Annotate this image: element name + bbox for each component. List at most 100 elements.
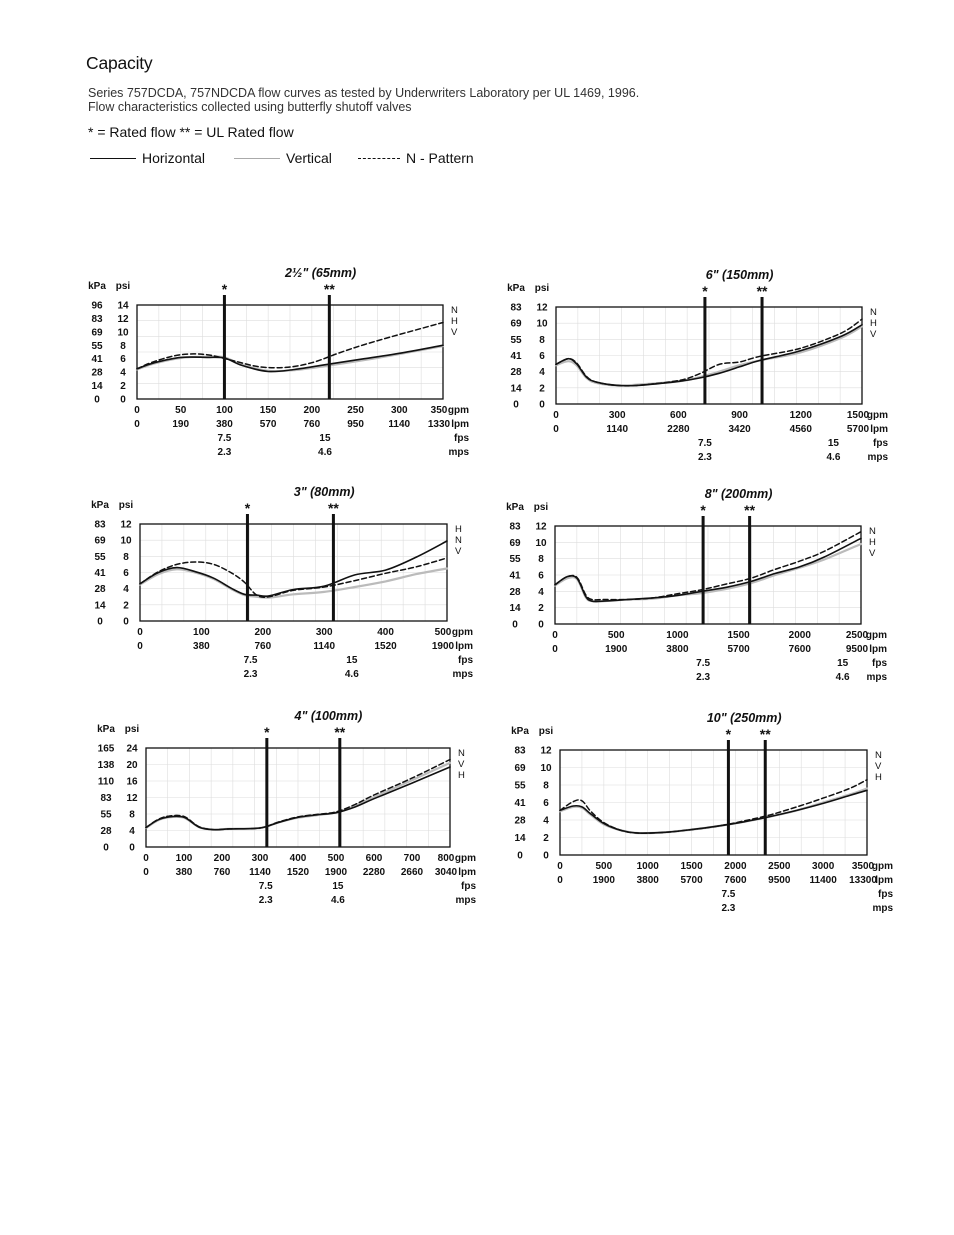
chart-title: 6" (150mm) <box>706 268 774 282</box>
x-tick-gpm: 0 <box>137 627 143 638</box>
y-tick-psi: 14 <box>117 301 129 312</box>
y-tick-kpa: 41 <box>91 354 103 365</box>
x-axis-unit-fps: fps <box>878 889 893 900</box>
series-end-label: H <box>870 318 877 329</box>
velocity-tick-fps: 15 <box>332 881 344 892</box>
subtitle-line-2: Flow characteristics collected using but… <box>88 100 412 114</box>
y-tick-kpa: 14 <box>91 381 103 392</box>
y-tick-kpa: 28 <box>100 826 112 837</box>
y-tick-kpa: 14 <box>509 603 521 614</box>
chart-title: 4" (100mm) <box>294 709 363 723</box>
x-tick-gpm: 200 <box>304 405 321 416</box>
y-tick-psi: 12 <box>117 314 129 325</box>
y-tick-kpa: 69 <box>91 327 103 338</box>
x-tick-lpm: 1520 <box>374 641 397 652</box>
series-end-label: H <box>458 770 465 781</box>
y-tick-kpa: 83 <box>94 520 106 531</box>
y-tick-psi: 6 <box>123 568 129 579</box>
y-tick-psi: 6 <box>538 571 544 582</box>
x-tick-lpm: 2660 <box>401 867 424 878</box>
x-tick-lpm: 3420 <box>728 424 751 435</box>
x-tick-gpm: 2000 <box>789 630 812 641</box>
y-tick-psi: 10 <box>117 327 129 338</box>
x-tick-lpm: 1140 <box>606 424 628 435</box>
velocity-tick-mps: 2.3 <box>217 447 231 458</box>
x-tick-lpm: 0 <box>552 644 558 655</box>
y-axis-unit-kpa: kPa <box>511 726 529 737</box>
chart-title: 8" (200mm) <box>705 487 773 501</box>
x-tick-lpm: 2280 <box>667 424 690 435</box>
ul-rated-flow-star: ** <box>757 283 768 299</box>
y-tick-kpa: 14 <box>94 600 106 611</box>
x-axis-unit-gpm: gpm <box>455 853 476 864</box>
y-tick-psi: 0 <box>543 851 549 862</box>
x-tick-gpm: 500 <box>435 627 452 638</box>
rated-flow-note: * = Rated flow ** = UL Rated flow <box>88 124 294 140</box>
legend-vertical-label: Vertical <box>286 150 332 166</box>
legend-vertical: Vertical <box>234 150 332 166</box>
y-tick-psi: 8 <box>123 552 129 563</box>
x-tick-gpm: 3500 <box>852 861 875 872</box>
y-axis-unit-psi: psi <box>535 283 550 294</box>
x-tick-gpm: 3000 <box>812 861 835 872</box>
x-tick-gpm: 50 <box>175 405 187 416</box>
x-tick-lpm: 570 <box>260 419 277 430</box>
series-line-h <box>555 324 863 387</box>
y-tick-kpa: 0 <box>97 617 103 628</box>
series-end-label: H <box>451 316 458 327</box>
x-tick-gpm: 1500 <box>847 410 870 421</box>
y-tick-psi: 4 <box>538 587 544 598</box>
rated-flow-star: * <box>726 726 732 742</box>
rated-flow-star: * <box>700 502 706 518</box>
plot-frame <box>554 525 862 625</box>
y-tick-kpa: 41 <box>510 351 522 362</box>
x-tick-lpm: 380 <box>216 419 233 430</box>
series-end-label: V <box>455 546 462 557</box>
y-tick-kpa: 83 <box>510 303 522 314</box>
x-axis-unit-fps: fps <box>454 433 469 444</box>
x-tick-lpm: 11400 <box>810 875 838 886</box>
velocity-tick-fps: 15 <box>319 433 331 444</box>
y-axis-unit-kpa: kPa <box>91 500 109 511</box>
x-tick-gpm: 150 <box>260 405 277 416</box>
velocity-tick-mps: 2.3 <box>696 672 710 683</box>
x-tick-gpm: 400 <box>290 853 307 864</box>
y-tick-kpa: 41 <box>514 798 526 809</box>
x-tick-lpm: 0 <box>553 424 559 435</box>
y-tick-psi: 24 <box>126 744 138 755</box>
y-tick-kpa: 0 <box>512 620 518 631</box>
y-tick-kpa: 55 <box>91 341 103 352</box>
velocity-tick-fps: 7.5 <box>244 655 258 666</box>
y-tick-psi: 10 <box>540 763 552 774</box>
y-tick-kpa: 14 <box>514 833 526 844</box>
legend-horizontal-label: Horizontal <box>142 150 206 166</box>
series-end-label: N <box>455 535 462 546</box>
x-axis-unit-lpm: lpm <box>451 419 469 430</box>
series-end-label: N <box>875 750 882 761</box>
x-tick-lpm: 3800 <box>666 644 689 655</box>
y-tick-kpa: 0 <box>513 400 519 411</box>
y-tick-kpa: 55 <box>514 781 526 792</box>
x-tick-lpm: 5700 <box>680 875 703 886</box>
y-tick-psi: 2 <box>543 833 549 844</box>
y-tick-kpa: 96 <box>91 301 103 312</box>
y-tick-psi: 12 <box>120 520 132 531</box>
x-tick-gpm: 600 <box>366 853 383 864</box>
x-tick-gpm: 300 <box>252 853 269 864</box>
x-tick-gpm: 600 <box>670 410 687 421</box>
y-tick-kpa: 55 <box>509 554 521 565</box>
x-tick-lpm: 760 <box>214 867 231 878</box>
y-tick-psi: 6 <box>539 351 545 362</box>
chart-title: 10" (250mm) <box>707 711 782 725</box>
velocity-tick-fps: 15 <box>828 438 840 449</box>
ul-rated-flow-star: ** <box>328 500 339 516</box>
y-tick-kpa: 28 <box>91 368 103 379</box>
y-tick-kpa: 55 <box>100 810 112 821</box>
y-tick-kpa: 83 <box>100 793 112 804</box>
x-tick-gpm: 500 <box>328 853 345 864</box>
series-line-n <box>136 321 444 370</box>
x-tick-lpm: 0 <box>134 419 140 430</box>
ul-rated-flow-star: ** <box>334 724 345 740</box>
